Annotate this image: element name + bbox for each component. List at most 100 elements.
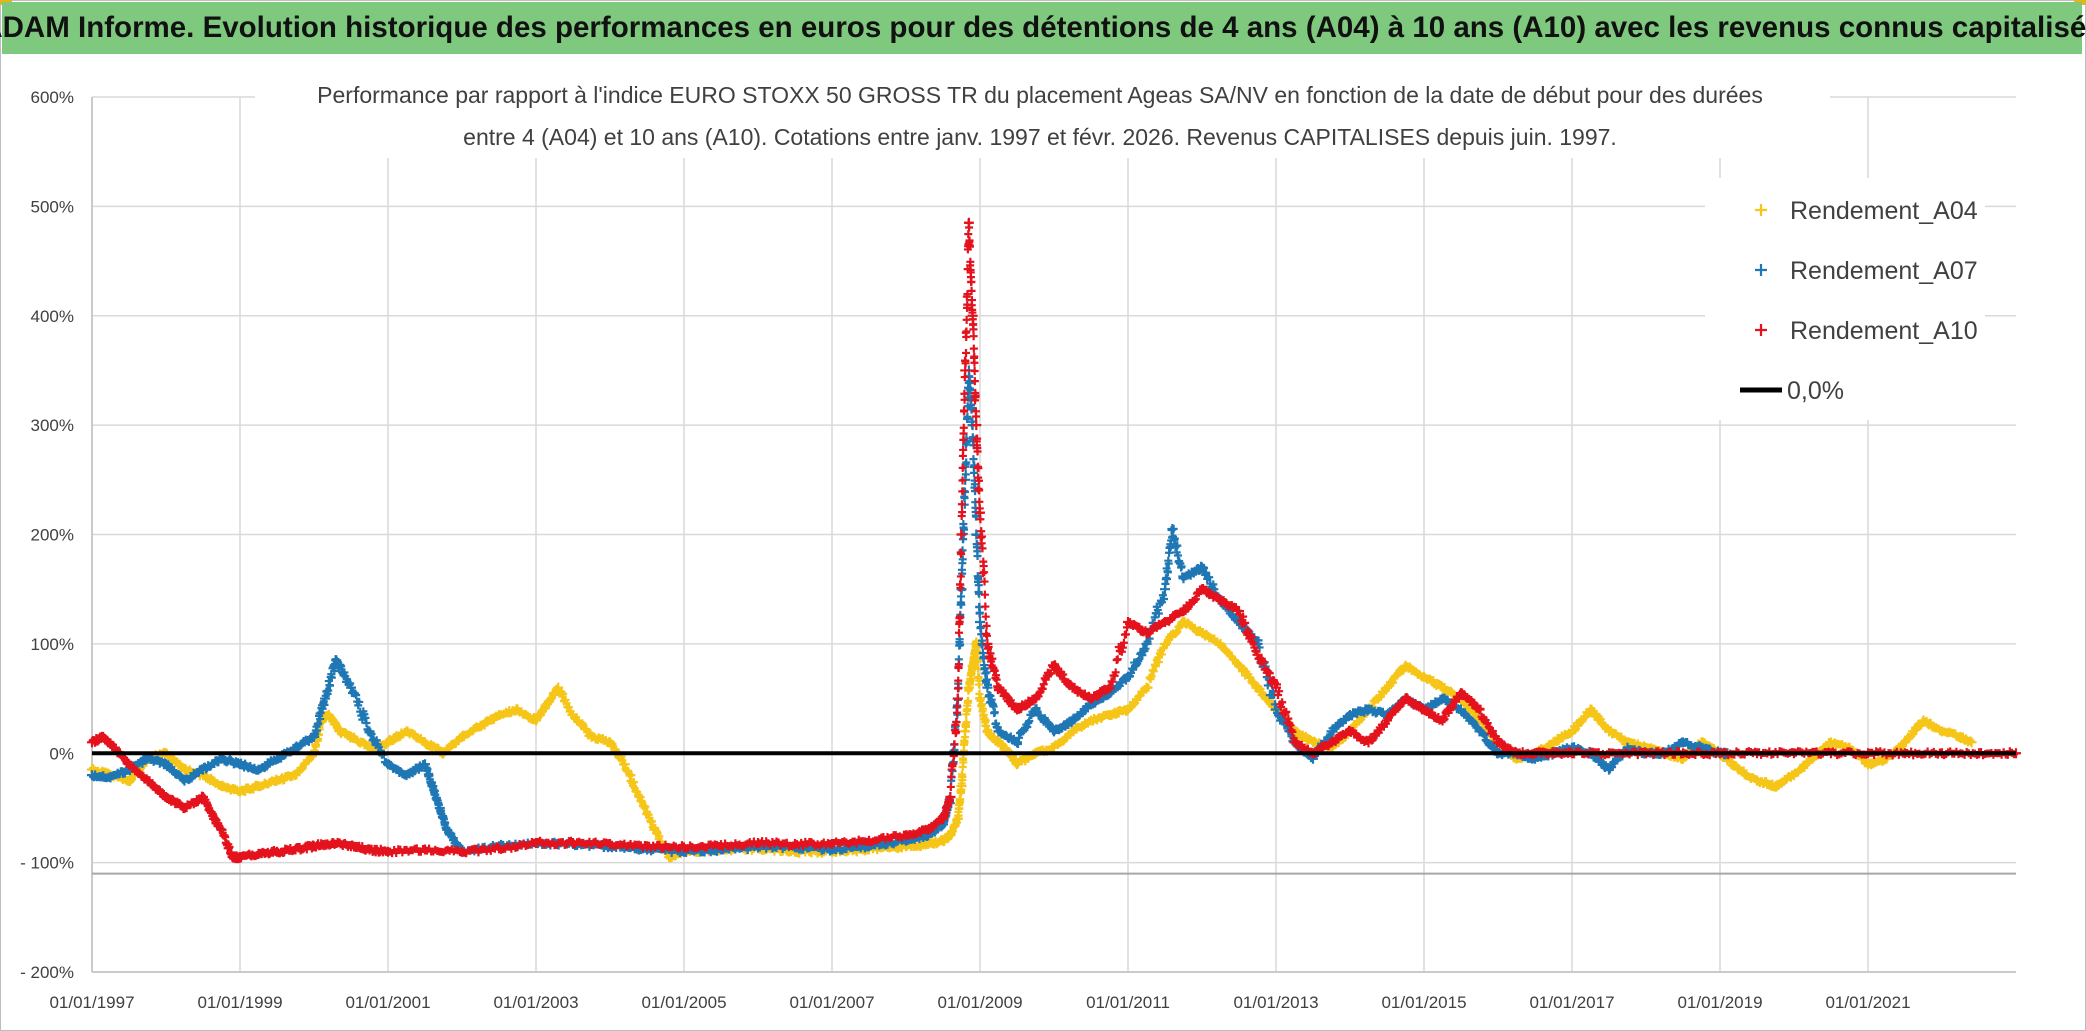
interpolated-point: [984, 680, 993, 689]
interpolated-point: [1170, 534, 1179, 543]
interpolated-point: [958, 772, 967, 781]
x-tick-label: 01/01/2011: [1086, 993, 1170, 1012]
chart-title-line-2: entre 4 (A04) et 10 ans (A10). Cotations…: [463, 124, 1617, 150]
y-tick-label: 100%: [31, 635, 74, 654]
interpolated-point: [973, 552, 982, 561]
data-series: [87, 217, 2021, 864]
x-tick-label: 01/01/2015: [1381, 993, 1466, 1012]
interpolated-point: [963, 412, 972, 421]
interpolated-point: [957, 600, 966, 609]
interpolated-point: [967, 277, 976, 286]
y-tick-label: 500%: [31, 197, 74, 216]
interpolated-point: [627, 771, 636, 780]
interpolated-point: [990, 708, 999, 717]
interpolated-point: [975, 608, 984, 617]
interpolated-point: [1154, 658, 1163, 667]
interpolated-point: [967, 404, 976, 413]
interpolated-point: [982, 668, 991, 677]
interpolated-point: [980, 568, 989, 577]
x-tick-label: 01/01/2013: [1233, 993, 1318, 1012]
interpolated-point: [1113, 655, 1122, 664]
banner-title: ADAM Informe. Evolution historique des p…: [0, 11, 2086, 44]
interpolated-point: [956, 640, 965, 649]
interpolated-point: [969, 325, 978, 334]
title-banner: ADAM Informe. Evolution historique des p…: [0, 2, 2086, 54]
interpolated-point: [959, 758, 968, 767]
interpolated-point: [1163, 568, 1172, 577]
x-tick-label: 01/01/2021: [1825, 993, 1910, 1012]
interpolated-point: [1163, 575, 1172, 584]
interpolated-point: [970, 480, 979, 489]
y-tick-label: 300%: [31, 416, 74, 435]
y-tick-label: - 200%: [20, 963, 74, 982]
interpolated-point: [1144, 683, 1153, 692]
interpolated-point: [969, 332, 978, 341]
title-background: [255, 76, 1830, 158]
interpolated-point: [970, 358, 979, 367]
interpolated-point: [1169, 524, 1178, 533]
series-Rendement_A07: [87, 365, 1733, 858]
interpolated-point: [324, 686, 333, 695]
interpolated-point: [950, 740, 959, 749]
interpolated-point: [314, 719, 323, 728]
interpolated-point: [970, 366, 979, 375]
x-axis: 01/01/1997 01/01/1999 01/01/2001 01/01/2003…: [49, 993, 1910, 1012]
y-tick-label: 400%: [31, 307, 74, 326]
interpolated-point: [961, 470, 970, 479]
y-tick-label: - 100%: [20, 854, 74, 873]
interpolated-point: [1254, 636, 1263, 645]
interpolated-point: [976, 694, 985, 703]
interpolated-point: [965, 223, 974, 232]
y-axis: - 200% - 100% 0% 100% 200% 300% 400% 500% 600%: [20, 88, 74, 982]
interpolated-point: [972, 530, 981, 539]
interpolated-point: [974, 581, 983, 590]
data-point: [952, 693, 963, 704]
interpolated-point: [981, 669, 990, 678]
interpolated-point: [1177, 562, 1186, 571]
interpolated-point: [962, 327, 971, 336]
y-tick-label: 0%: [49, 744, 74, 763]
interpolated-point: [947, 772, 956, 781]
interpolated-point: [978, 641, 987, 650]
x-tick-label: 01/01/2017: [1529, 993, 1614, 1012]
chart-title-line-1: Performance par rapport à l'indice EURO …: [317, 82, 1763, 108]
interpolated-point: [981, 602, 990, 611]
x-tick-label: 01/01/1999: [197, 993, 282, 1012]
x-tick-label: 01/01/2005: [641, 993, 726, 1012]
interpolated-point: [1173, 541, 1182, 550]
interpolated-point: [946, 782, 955, 791]
interpolated-point: [969, 344, 978, 353]
interpolated-point: [964, 696, 973, 705]
interpolated-point: [641, 802, 650, 811]
interpolated-point: [953, 702, 962, 711]
x-tick-label: 01/01/2003: [493, 993, 578, 1012]
y-tick-label: 600%: [31, 88, 74, 107]
interpolated-point: [955, 628, 964, 637]
interpolated-point: [954, 684, 963, 693]
interpolated-point: [355, 697, 364, 706]
interpolated-point: [976, 623, 985, 632]
interpolated-point: [1200, 563, 1209, 572]
x-tick-label: 01/01/2019: [1677, 993, 1762, 1012]
interpolated-point: [966, 386, 975, 395]
data-point: [1966, 737, 1977, 748]
x-tick-label: 01/01/1997: [49, 993, 134, 1012]
interpolated-point: [559, 689, 568, 698]
interpolated-point: [962, 348, 971, 357]
x-tick-label: 01/01/2001: [345, 993, 430, 1012]
interpolated-point: [326, 681, 335, 690]
interpolated-point: [962, 718, 971, 727]
interpolated-point: [327, 673, 336, 682]
interpolated-point: [1154, 609, 1163, 618]
x-tick-label: 01/01/2009: [937, 993, 1022, 1012]
interpolated-point: [973, 657, 982, 666]
interpolated-point: [958, 555, 967, 564]
interpolated-point: [1159, 595, 1168, 604]
interpolated-point: [962, 458, 971, 467]
y-tick-label: 200%: [31, 526, 74, 545]
interpolated-point: [330, 667, 339, 676]
interpolated-point: [966, 378, 975, 387]
x-tick-label: 01/01/2007: [789, 993, 874, 1012]
